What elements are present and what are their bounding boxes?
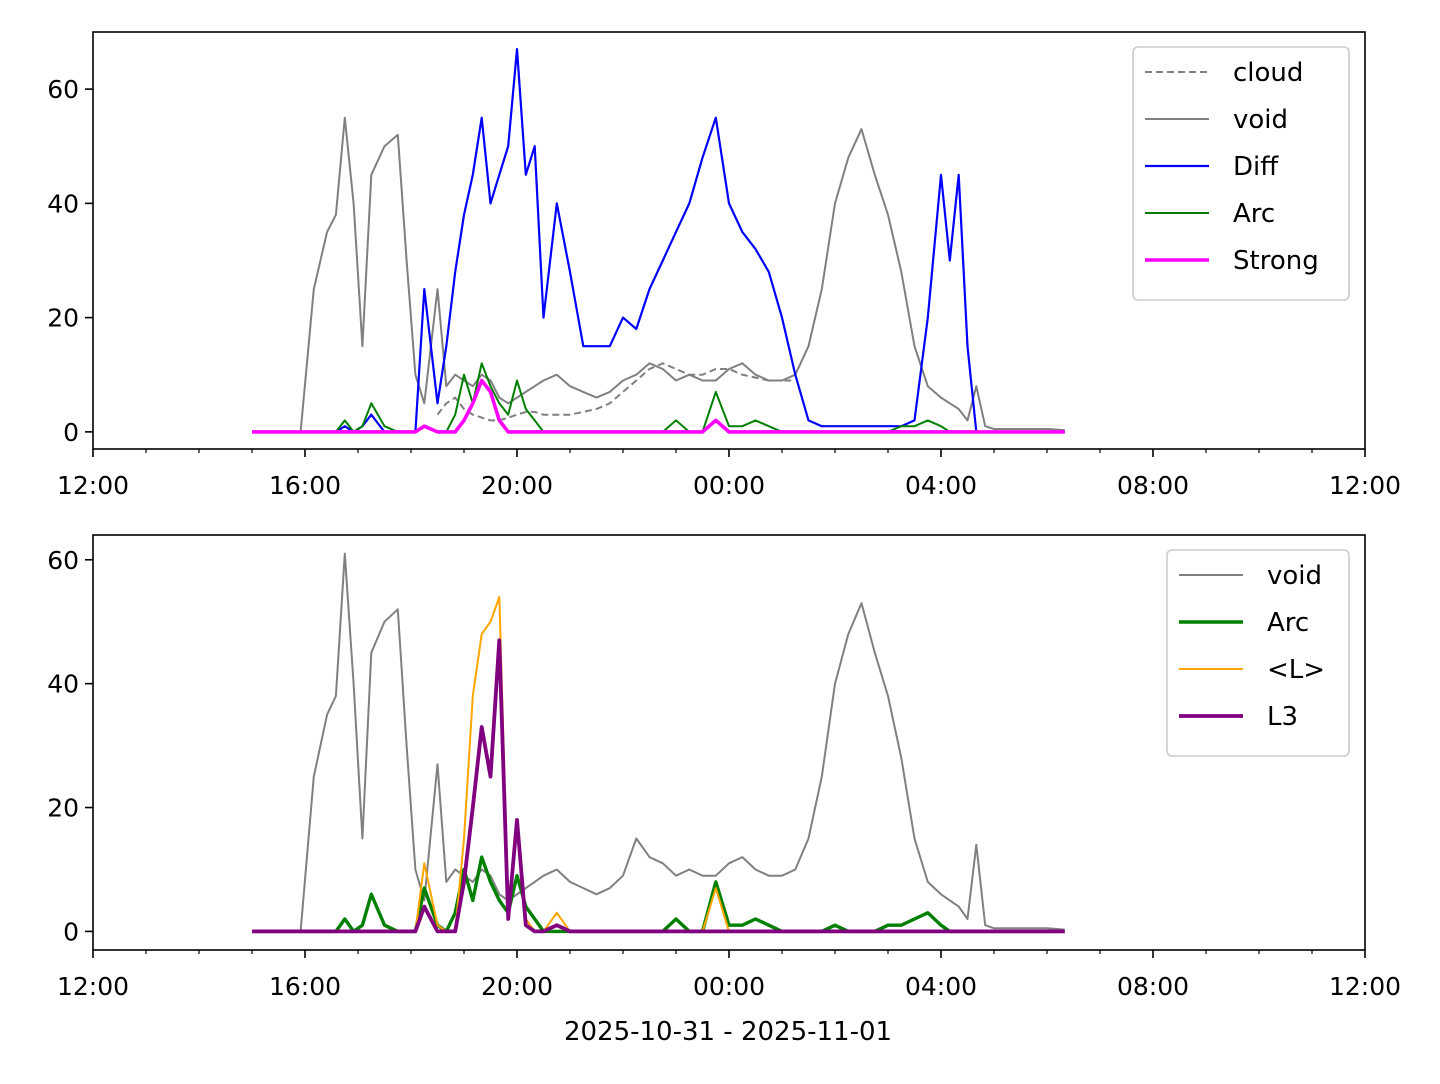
legend: void Arc <L> L3 [1166,549,1350,757]
x-tick-label: 08:00 [1117,972,1189,1001]
x-tick-label: 20:00 [481,972,553,1001]
x-tick-label: 04:00 [905,471,977,500]
x-tick-label: 12:00 [1329,471,1401,500]
bottom-panel: 0 20 40 60 12:00 16:00 20:00 00:00 04:00 08:00 12:… [47,534,1401,1001]
x-tick-label: 00:00 [693,471,765,500]
legend-label: Arc [1267,608,1309,638]
x-tick-label: 08:00 [1117,471,1189,500]
x-tick-label: 12:00 [1329,972,1401,1001]
series-line-Strong [252,378,1065,434]
legend-box [1166,549,1350,757]
legend-label: <L> [1267,655,1325,685]
x-tick-label: 12:00 [57,972,129,1001]
x-axis-label: 2025-10-31 - 2025-11-01 [564,1017,892,1047]
series-line-cloud [436,362,796,422]
x-tick-label: 16:00 [269,471,341,500]
y-tick-label: 20 [47,304,79,333]
legend-label: L3 [1267,702,1298,732]
x-tick-label: 12:00 [57,471,129,500]
y-tick-label: 20 [47,794,79,823]
x-tick-label: 00:00 [693,972,765,1001]
legend-label: Diff [1233,152,1279,182]
x-tick-label: 20:00 [481,471,553,500]
series-line-Diff [252,48,1065,433]
y-tick-label: 40 [47,189,79,218]
top-panel: 0 20 40 60 12:00 16:00 20:00 00:00 04:00 08:00 12:… [47,31,1401,500]
legend-label: void [1267,561,1322,591]
x-tick-label: 16:00 [269,972,341,1001]
series-line-Arc [252,855,1065,934]
y-tick-label: 0 [63,418,79,447]
legend-box [1132,46,1350,301]
series-line-void [299,116,1065,432]
y-tick-label: 40 [47,670,79,699]
legend-label: Strong [1233,246,1319,276]
series-line-void [299,552,1065,932]
y-tick-label: 60 [47,546,79,575]
legend-label: void [1233,105,1288,135]
y-tick-label: 60 [47,75,79,104]
plot-area [252,552,1065,934]
legend-label: Arc [1233,199,1275,229]
plot-area [252,48,1065,434]
x-tick-label: 04:00 [905,972,977,1001]
legend-label: cloud [1233,58,1303,88]
series-line-L3 [252,638,1065,934]
y-tick-label: 0 [63,917,79,946]
legend: cloud void Diff Arc Strong [1132,46,1350,301]
